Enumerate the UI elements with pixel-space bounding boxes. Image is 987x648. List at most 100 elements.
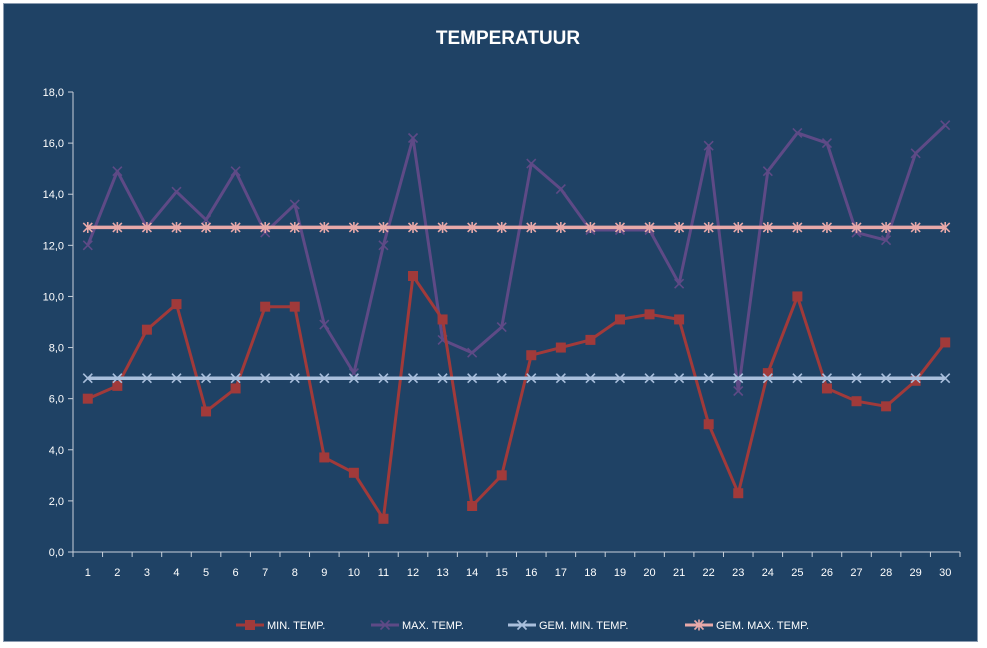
x-tick-label: 17	[555, 567, 567, 579]
data-point-min-temp	[496, 470, 507, 481]
data-point-gem-max-temp	[674, 221, 685, 233]
data-point-gem-max-temp	[555, 221, 566, 233]
data-point-min-temp	[762, 368, 773, 379]
data-point-max-temp	[496, 322, 507, 333]
axes: 0,02,04,06,08,010,012,014,016,018,01 2 3 4 5…	[43, 87, 961, 579]
data-point-gem-max-temp	[851, 221, 862, 233]
data-point-max-temp	[112, 166, 123, 177]
x-tick-label: 5	[203, 567, 209, 579]
data-point-min-temp	[585, 334, 596, 345]
data-point-gem-min-temp	[319, 373, 330, 384]
data-point-gem-min-temp	[200, 373, 212, 384]
x-tick-label: 23	[732, 567, 744, 579]
x-tick-label: 11	[378, 567, 389, 579]
data-point-max-temp	[821, 138, 833, 149]
data-point-min-temp	[792, 291, 803, 302]
data-point-min-temp	[733, 488, 744, 499]
data-point-gem-max-temp	[792, 221, 803, 233]
data-point-gem-min-temp	[910, 373, 921, 384]
data-point-gem-max-temp	[289, 221, 300, 233]
data-point-gem-max-temp	[910, 221, 921, 233]
y-tick-label: 2,0	[49, 496, 64, 508]
data-point-min-temp	[526, 350, 537, 361]
data-point-min-temp	[703, 419, 714, 430]
data-point-max-temp	[910, 148, 921, 159]
y-tick-label: 14,0	[43, 189, 64, 201]
data-point-gem-max-temp	[733, 221, 744, 233]
x-tick-label: 28	[880, 567, 892, 579]
data-point-gem-min-temp	[437, 373, 448, 384]
data-point-min-temp	[644, 309, 655, 320]
legend-item-max-temp: MAX. TEMP.	[371, 619, 464, 632]
x-tick-label: 19	[614, 567, 626, 579]
data-point-max-temp	[378, 240, 389, 251]
data-point-gem-min-temp	[289, 373, 300, 384]
x-tick-label: 2	[114, 567, 120, 579]
data-point-gem-min-temp	[674, 373, 685, 384]
series-gem-max-temp	[82, 221, 951, 233]
data-point-gem-max-temp	[496, 221, 507, 233]
data-point-max-temp	[200, 214, 212, 225]
data-point-min-temp	[467, 501, 478, 511]
x-tick-label: 26	[821, 567, 833, 579]
series-layer	[82, 120, 951, 524]
data-point-gem-min-temp	[407, 373, 419, 384]
data-point-max-temp	[319, 319, 330, 330]
chart-title: TEMPERATUUR	[436, 28, 581, 49]
x-tick-label: 20	[643, 567, 655, 579]
legend-marker	[379, 619, 391, 631]
y-tick-label: 12,0	[43, 240, 64, 252]
data-point-gem-max-temp	[407, 221, 419, 233]
data-point-max-temp	[171, 186, 182, 197]
data-point-min-temp	[112, 380, 123, 391]
data-point-gem-max-temp	[644, 221, 655, 233]
data-point-max-temp	[881, 235, 892, 246]
x-tick-label: 1	[85, 567, 91, 579]
data-point-gem-max-temp	[762, 221, 773, 233]
legend-label: MIN. TEMP.	[267, 620, 325, 632]
data-point-gem-max-temp	[467, 221, 478, 233]
x-tick-label: 6	[233, 567, 239, 579]
data-point-gem-max-temp	[940, 221, 951, 233]
x-tick-label: 7	[262, 567, 268, 579]
data-point-gem-min-temp	[348, 373, 359, 384]
legend-marker	[516, 619, 528, 631]
x-tick-label: 25	[791, 567, 803, 579]
data-point-min-temp	[289, 301, 300, 312]
data-point-max-temp	[289, 199, 300, 210]
x-tick-label: 10	[348, 567, 360, 579]
series-min-temp	[82, 271, 951, 524]
x-tick-label: 13	[436, 567, 448, 579]
data-point-gem-max-temp	[378, 221, 389, 233]
data-point-max-temp	[940, 120, 951, 131]
data-point-gem-min-temp	[230, 373, 241, 384]
data-point-gem-max-temp	[171, 221, 182, 233]
data-point-min-temp	[674, 314, 685, 325]
x-tick-label: 8	[292, 567, 298, 579]
x-tick-label: 22	[703, 567, 715, 579]
data-point-min-temp	[851, 396, 862, 407]
x-tick-label: 12	[407, 567, 419, 579]
x-tick-label: 3	[144, 567, 150, 579]
data-point-min-temp	[348, 467, 359, 478]
data-point-gem-max-temp	[112, 221, 123, 233]
legend-item-gem-max-temp: GEM. MAX. TEMP.	[685, 619, 809, 632]
series-line-max-temp	[86, 124, 947, 393]
data-point-gem-max-temp	[348, 221, 359, 233]
legend-marker	[693, 619, 705, 631]
data-point-gem-min-temp	[792, 373, 803, 384]
y-tick-label: 0,0	[49, 547, 64, 559]
x-tick-label: 14	[466, 567, 478, 579]
data-point-min-temp	[82, 393, 93, 404]
data-point-gem-max-temp	[319, 221, 330, 233]
y-tick-label: 8,0	[49, 343, 64, 355]
data-point-min-temp	[437, 314, 448, 325]
data-point-gem-min-temp	[112, 373, 123, 384]
data-point-min-temp	[940, 337, 951, 348]
data-point-gem-min-temp	[467, 373, 478, 384]
data-point-min-temp	[378, 513, 389, 524]
x-tick-label: 24	[762, 567, 774, 579]
data-point-gem-min-temp	[940, 373, 951, 384]
legend-item-min-temp: MIN. TEMP.	[236, 620, 325, 632]
data-point-gem-max-temp	[141, 221, 152, 233]
